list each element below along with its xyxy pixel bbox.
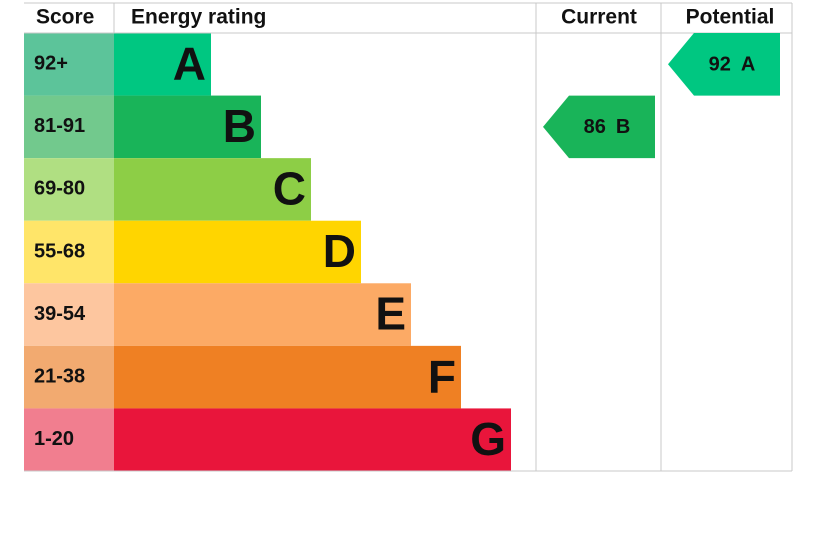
score-label: 69-80 bbox=[34, 178, 85, 200]
rating-letter: E bbox=[375, 288, 406, 340]
current-header: Current bbox=[561, 6, 637, 29]
score-label: 21-38 bbox=[34, 365, 85, 387]
rating-letter: A bbox=[173, 37, 206, 89]
potential-header: Potential bbox=[686, 6, 775, 29]
rating-letter: F bbox=[428, 350, 456, 402]
score-cell bbox=[24, 283, 114, 346]
rating-letter: C bbox=[273, 163, 306, 215]
potential-arrow bbox=[668, 33, 780, 96]
rating-bar bbox=[114, 158, 311, 221]
score-label: 92+ bbox=[34, 53, 68, 75]
rating-bar bbox=[114, 283, 411, 346]
current-value: 86 bbox=[584, 116, 606, 138]
potential-value: 92 bbox=[709, 54, 731, 76]
score-label: 55-68 bbox=[34, 240, 85, 262]
rating-bar bbox=[114, 33, 211, 96]
rating-header: Energy rating bbox=[131, 6, 266, 29]
score-label: 1-20 bbox=[34, 428, 74, 450]
potential-label: 92 A bbox=[709, 54, 756, 76]
score-cell bbox=[24, 158, 114, 221]
score-cell bbox=[24, 95, 114, 159]
score-cell bbox=[24, 408, 114, 471]
score-label: 81-91 bbox=[34, 115, 85, 137]
current-rating: B bbox=[616, 116, 630, 138]
rating-bar bbox=[114, 95, 261, 159]
potential-rating: A bbox=[741, 54, 755, 76]
rating-bar bbox=[114, 408, 511, 471]
rating-letter: G bbox=[470, 413, 506, 465]
score-cell bbox=[24, 33, 114, 96]
rating-letter: D bbox=[323, 225, 356, 277]
rating-bar bbox=[114, 220, 361, 284]
score-cell bbox=[24, 220, 114, 284]
score-cell bbox=[24, 345, 114, 409]
current-label: 86 B bbox=[584, 116, 631, 138]
score-label: 39-54 bbox=[34, 303, 86, 325]
rating-bar bbox=[114, 345, 461, 409]
rating-letter: B bbox=[223, 100, 256, 152]
current-arrow bbox=[543, 95, 655, 159]
score-header: Score bbox=[36, 6, 94, 29]
